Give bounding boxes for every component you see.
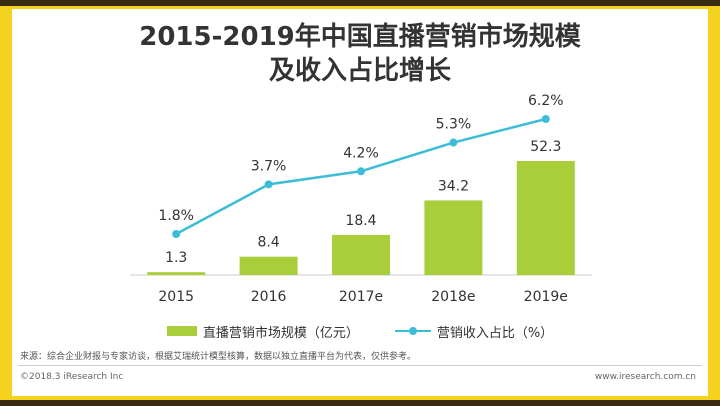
chart-plot: 1.3 2015 8.4 2016 18.4 2017e 34.2 2018e 52.3 2019…: [130, 93, 592, 305]
legend-item-bar: 直播营销市场规模（亿元）: [166, 322, 359, 341]
frame-top-bar: [0, 0, 720, 6]
legend-item-line: 营销收入占比（%）: [394, 322, 554, 341]
legend-bar-label: 直播营销市场规模（亿元）: [202, 325, 359, 341]
line-point-2017e: [357, 167, 365, 176]
chart-card: 2015-2019年中国直播营销市场规模 及收入占比增长 1.3 2015 8.4 2…: [12, 9, 708, 396]
line-point-2016: [264, 180, 273, 189]
legend-bar-swatch: [166, 326, 197, 336]
line-point-2019e: [541, 115, 550, 123]
bar-value-label-2019e: 52.3: [530, 139, 561, 155]
x-tick-label-2017e: 2017e: [339, 289, 383, 305]
x-tick-label-2019e: 2019e: [524, 289, 568, 305]
line-point-2018e: [449, 138, 458, 147]
line-value-label-2016: 3.7%: [251, 158, 287, 174]
line-value-label-2015: 1.8%: [158, 208, 194, 224]
x-tick-label-2016: 2016: [251, 289, 287, 305]
bar-2018e: [424, 200, 483, 275]
legend-line-label: 营销收入占比（%）: [436, 325, 554, 341]
bar-value-label-2016: 8.4: [257, 235, 279, 251]
frame-bottom-bar: [0, 400, 720, 406]
bar-2019e: [516, 161, 575, 275]
footer-divider: [18, 365, 702, 366]
bar-value-label-2017e: 18.4: [345, 213, 376, 229]
bar-2017e: [332, 234, 390, 275]
chart-legend: 直播营销市场规模（亿元） 营销收入占比（%）: [12, 321, 708, 341]
x-tick-label-2018e: 2018e: [431, 289, 475, 305]
website-link[interactable]: www.iresearch.com.cn: [594, 372, 696, 382]
line-value-label-2019e: 6.2%: [528, 93, 564, 109]
line-point-2015: [172, 230, 181, 238]
copyright-text: ©2018.3 iResearch Inc: [20, 372, 124, 382]
line-value-label-2018e: 5.3%: [436, 117, 472, 133]
bar-2015: [147, 272, 206, 275]
bar-value-label-2015: 1.3: [165, 250, 187, 266]
x-tick-label-2015: 2015: [158, 289, 194, 305]
chart-title-line2: 及收入占比增长: [268, 56, 451, 86]
bar-2016: [239, 256, 298, 275]
bar-value-label-2018e: 34.2: [438, 178, 469, 194]
chart-title-line1: 2015-2019年中国直播营销市场规模: [139, 22, 581, 52]
line-value-label-2017e: 4.2%: [343, 145, 379, 161]
source-note: 来源：综合企业财报与专家访谈，根据艾瑞统计模型核算，数据以独立直播平台为代表，仅…: [20, 352, 417, 362]
legend-line-swatch: [394, 326, 431, 336]
